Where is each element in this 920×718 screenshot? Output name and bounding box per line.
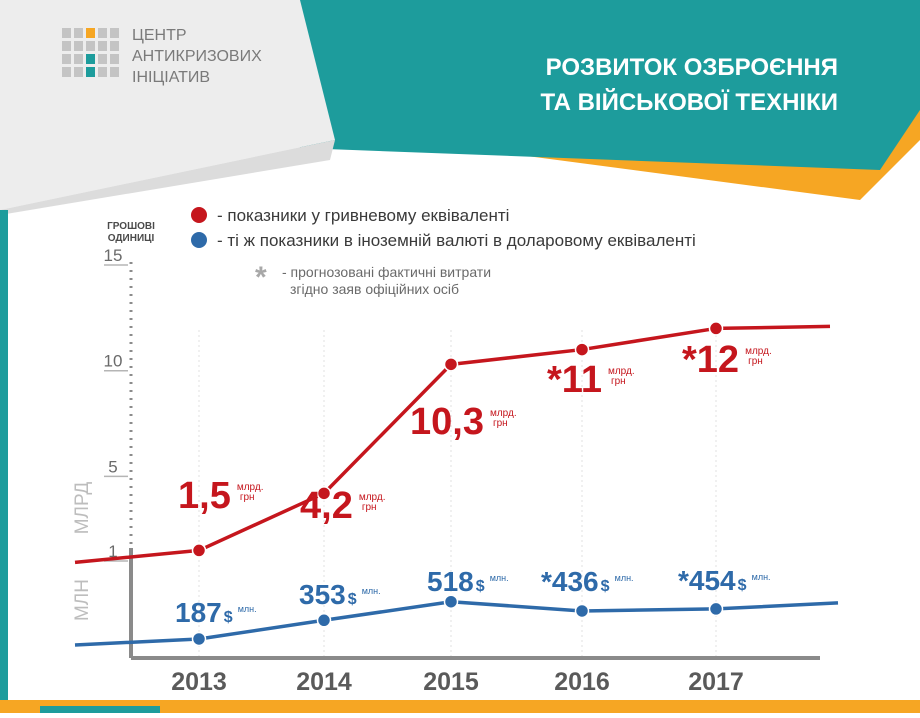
unit-label-uah: млрд. xyxy=(490,408,517,419)
logo-cell xyxy=(86,54,95,64)
unit-label-usd: млн. xyxy=(238,604,257,614)
logo-cell xyxy=(86,41,95,51)
logo-grid-icon xyxy=(62,28,119,77)
unit-label-usd: млн. xyxy=(490,573,509,583)
unit-label-uah-currency: грн xyxy=(240,492,255,503)
logo-cell xyxy=(86,67,95,77)
y-tick-label: 1 xyxy=(108,542,117,561)
currency-label-usd: $ xyxy=(476,578,485,595)
data-point-uah xyxy=(574,342,590,357)
logo-cell xyxy=(98,67,107,77)
currency-label-usd: $ xyxy=(738,577,747,594)
axis-label-mln: МЛН xyxy=(72,579,93,621)
legend-red-text: - показники у гривневому еквіваленті xyxy=(217,206,509,225)
series-usd: 187 $ млн. 353 $ млн. 518 $ млн. *436 $ млн. *454 $ мл… xyxy=(74,565,839,647)
unit-label-usd: млн. xyxy=(362,586,381,596)
data-label-usd: 187 xyxy=(175,597,222,628)
data-point-usd xyxy=(708,601,724,617)
unit-label-uah-currency: грн xyxy=(493,418,508,429)
data-point-usd xyxy=(574,603,590,619)
data-label-uah: 4,2 xyxy=(300,485,353,527)
y-tick-label: 10 xyxy=(104,352,123,371)
logo-cell xyxy=(98,41,107,51)
axis-label-mlrd: МЛРД xyxy=(72,482,93,535)
unit-label-uah-currency: грн xyxy=(748,356,763,367)
unit-label-uah-currency: грн xyxy=(362,502,377,513)
logo-cell xyxy=(62,67,71,77)
logo-cell xyxy=(74,54,83,64)
data-point-usd xyxy=(316,613,332,628)
data-point-uah xyxy=(708,321,724,336)
x-tick-label: 2015 xyxy=(423,668,479,696)
legend-forecast-line1: - прогнозовані фактичні витрати xyxy=(282,264,491,280)
logo-cell xyxy=(98,54,107,64)
bottom-stripe-accent xyxy=(40,706,160,713)
org-name-line2: АНТИКРИЗОВИХ xyxy=(132,48,262,65)
data-label-usd: *436 xyxy=(541,566,599,597)
logo-cell xyxy=(110,54,119,64)
currency-label-usd: $ xyxy=(224,609,233,626)
logo-cell xyxy=(110,67,119,77)
logo-cell xyxy=(74,67,83,77)
org-name-line1: ЦЕНТР xyxy=(132,27,187,44)
legend-forecast-line2: згідно заяв офіційних осіб xyxy=(290,281,459,297)
axes xyxy=(129,262,820,660)
currency-label-usd: $ xyxy=(348,591,357,608)
logo-cell xyxy=(98,28,107,38)
unit-label-uah: млрд. xyxy=(745,346,772,357)
unit-label-usd: млн. xyxy=(615,573,634,583)
x-tick-label: 2013 xyxy=(171,668,227,696)
data-label-usd: 353 xyxy=(299,579,346,610)
data-label-uah: 10,3 xyxy=(410,401,484,443)
legend-blue-marker xyxy=(191,232,207,248)
data-point-uah xyxy=(443,357,459,372)
x-tick-label: 2017 xyxy=(688,668,744,696)
page-title-line1: РОЗВИТОК ОЗБРОЄННЯ xyxy=(546,54,838,81)
unit-label-usd: млн. xyxy=(752,572,771,582)
unit-label-uah: млрд. xyxy=(359,492,386,503)
currency-label-usd: $ xyxy=(601,578,610,595)
x-tick-label: 2016 xyxy=(554,668,610,696)
left-stripe xyxy=(0,210,8,713)
data-point-usd xyxy=(443,594,459,609)
grey-panel-shadow xyxy=(0,140,335,215)
logo-cell xyxy=(62,54,71,64)
legend-red-marker xyxy=(191,207,207,223)
unit-label-uah: млрд. xyxy=(608,366,635,377)
org-name-line3: ІНІЦІАТИВ xyxy=(132,69,210,86)
logo-cell xyxy=(74,28,83,38)
data-label-uah: *12 xyxy=(682,339,739,381)
data-point-uah xyxy=(191,543,207,558)
legend-blue-text: - ті ж показники в іноземній валюті в до… xyxy=(217,231,696,250)
data-label-uah: *11 xyxy=(547,359,602,401)
logo-cell xyxy=(62,41,71,51)
data-point-usd xyxy=(191,631,207,647)
logo-cell xyxy=(74,41,83,51)
data-label-usd: 518 xyxy=(427,566,474,597)
data-point-uah xyxy=(316,486,332,501)
logo-cell xyxy=(110,28,119,38)
unit-label-uah-currency: грн xyxy=(611,376,626,387)
legend-asterisk: * xyxy=(255,261,267,294)
teal-band xyxy=(290,0,920,170)
x-tick-labels: 2013 2014 2015 2016 2017 xyxy=(171,668,744,696)
y-tick-label: 15 xyxy=(104,246,123,265)
logo-cell xyxy=(110,41,119,51)
bottom-stripe-fill xyxy=(0,700,920,713)
logo-cell xyxy=(86,28,95,38)
page-title-line2: ТА ВІЙСЬКОВОЇ ТЕХНІКИ xyxy=(540,88,838,116)
data-label-uah: 1,5 xyxy=(178,475,231,517)
unit-label-uah: млрд. xyxy=(237,482,264,493)
logo-cell xyxy=(62,28,71,38)
y-ticks: 15 10 5 1 xyxy=(104,246,128,562)
data-label-usd: *454 xyxy=(678,565,736,596)
y-tick-label: 5 xyxy=(108,457,117,476)
x-tick-label: 2014 xyxy=(296,668,352,696)
axis-units-line2: ОДИНИЦІ xyxy=(108,233,155,244)
axis-units-line1: ГРОШОВІ xyxy=(107,221,155,232)
